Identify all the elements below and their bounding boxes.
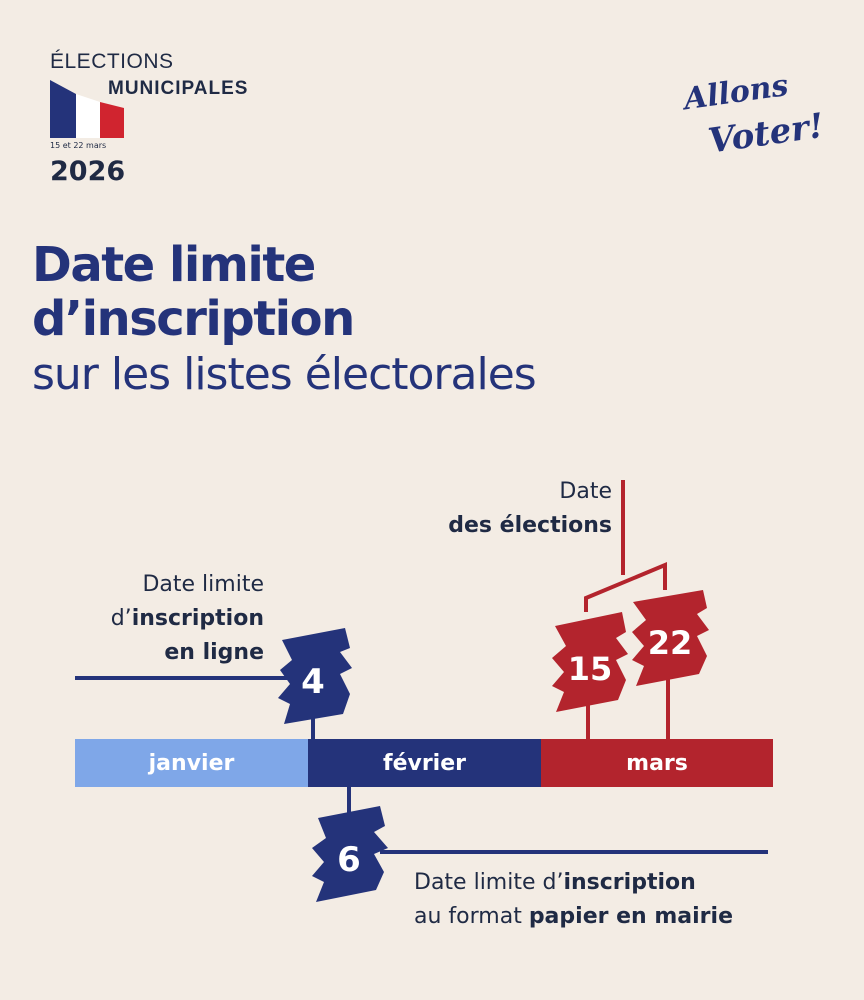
municipales-label: MUNICIPALES xyxy=(108,78,249,99)
paper-deadline-note: Date limite d’inscription au format papi… xyxy=(414,870,733,929)
badge-election-15-number: 15 xyxy=(568,650,613,688)
badge-paper-deadline: 6 xyxy=(312,806,388,902)
badge-election-22-number: 22 xyxy=(648,624,693,662)
year-label: 2026 xyxy=(50,156,126,187)
badge-online-number: 4 xyxy=(301,662,325,702)
page-subtitle: sur les listes électorales xyxy=(32,349,537,400)
month-january: janvier xyxy=(75,739,308,787)
elections-bracket xyxy=(584,561,667,612)
badge-election-22: 22 xyxy=(632,590,709,686)
elections-date-note: Date des élections xyxy=(448,479,612,538)
badge-paper-number: 6 xyxy=(337,840,361,880)
badge-election-15: 15 xyxy=(552,612,628,712)
online-deadline-note: Date limite d’inscription en ligne xyxy=(110,572,264,665)
french-flag-icon xyxy=(50,80,124,138)
page-title-line1: Date limite xyxy=(32,237,316,293)
badge-online-deadline: 4 xyxy=(278,628,352,724)
month-march: mars xyxy=(541,739,773,787)
election-dates-small: 15 et 22 mars xyxy=(50,141,107,150)
month-february: février xyxy=(308,739,541,787)
allons-voter-logo: Allons Voter! xyxy=(679,68,820,162)
page-title-line2: d’inscription xyxy=(32,291,355,347)
elections-label: ÉLECTIONS xyxy=(50,50,174,73)
